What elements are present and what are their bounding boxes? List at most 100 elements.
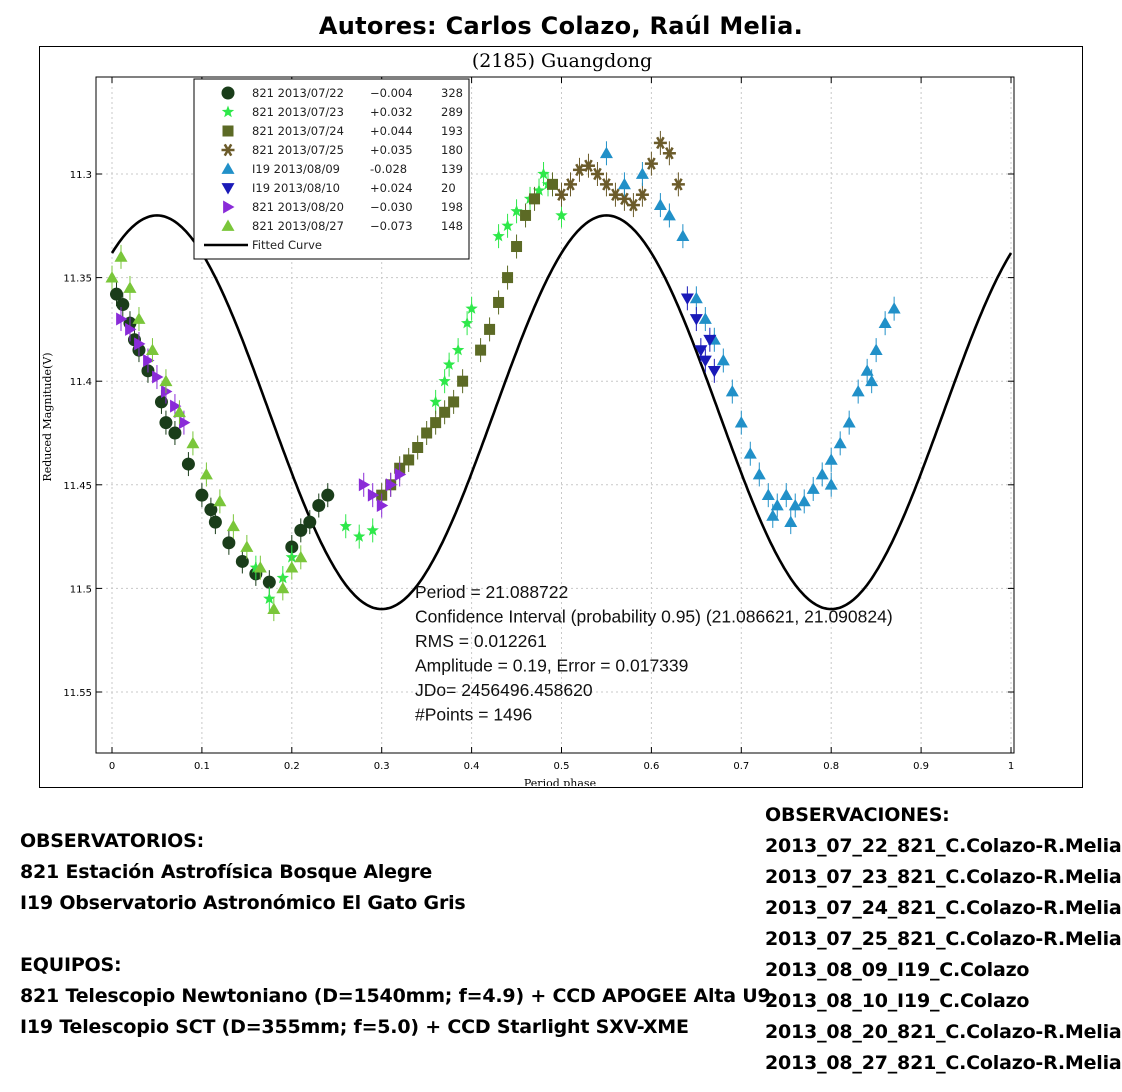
y-tick-label: 11.4 <box>70 377 92 388</box>
asterisk-stroke <box>647 157 656 170</box>
data-point <box>502 272 514 284</box>
data-point <box>824 478 838 490</box>
data-point <box>412 442 424 454</box>
data-point <box>179 416 191 430</box>
fit-annotation-line: #Points = 1496 <box>415 705 532 725</box>
observacion-item: 2013_08_27_821_C.Colazo-R.Melia <box>765 1052 1122 1074</box>
data-point <box>689 314 703 326</box>
data-point <box>563 178 577 191</box>
data-point <box>421 427 433 439</box>
data-point <box>222 536 236 550</box>
chart-title: (2185) Guangdong <box>472 50 652 72</box>
data-point <box>484 323 496 335</box>
fit-annotations: Period = 21.088722 Confidence Interval (p… <box>415 582 893 725</box>
asterisk-stroke <box>611 188 620 201</box>
data-point <box>662 147 676 160</box>
data-point <box>442 358 456 370</box>
legend-fit-label: Fitted Curve <box>252 238 322 252</box>
data-point <box>403 454 415 466</box>
plot-box <box>95 76 1015 754</box>
legend-offset: +0.035 <box>370 143 413 157</box>
y-tick-label: 11.5 <box>70 584 92 595</box>
data-point <box>134 337 146 351</box>
data-point <box>617 192 631 206</box>
legend-label: I19 2013/08/10 <box>252 181 340 195</box>
data-point <box>475 344 487 356</box>
data-point <box>429 395 442 408</box>
data-point <box>208 515 222 529</box>
asterisk-stroke <box>602 178 611 191</box>
data-point <box>394 467 407 481</box>
observacion-item: 2013_08_10_I19_C.Colazo <box>765 990 1030 1012</box>
legend-offset: −0.030 <box>370 200 413 214</box>
data-point <box>537 167 550 180</box>
data-point <box>186 436 200 449</box>
data-point <box>312 499 326 513</box>
observacion-item: 2013_07_23_821_C.Colazo-R.Melia <box>765 866 1122 888</box>
data-point <box>653 136 667 150</box>
data-point <box>170 399 182 413</box>
data-point <box>698 355 712 367</box>
data-point <box>448 396 460 408</box>
data-point <box>159 374 173 387</box>
fit-annotation-line: Confidence Interval (probability 0.95) (… <box>415 607 893 627</box>
asterisk-stroke <box>584 159 593 172</box>
equipos-title: EQUIPOS: <box>20 954 122 976</box>
observatorios-title: OBSERVATORIOS: <box>20 830 205 852</box>
series-6 <box>680 286 721 383</box>
data-point <box>226 519 240 532</box>
y-axis-label: Reduced Magnitude(V) <box>41 352 54 481</box>
fit-annotation-line: Amplitude = 0.19, Error = 0.017339 <box>415 656 688 676</box>
asterisk-stroke <box>566 178 575 191</box>
data-point <box>493 296 505 308</box>
data-point <box>703 334 717 347</box>
legend-offset: +0.044 <box>370 124 413 138</box>
x-tick-label: 1 <box>1008 761 1014 772</box>
grid <box>96 77 1014 753</box>
data-point <box>887 302 901 314</box>
data-point <box>860 364 874 376</box>
legend-marker <box>221 143 235 157</box>
data-point <box>262 575 276 589</box>
asterisk-stroke <box>593 167 602 181</box>
data-point <box>743 447 757 459</box>
data-point <box>451 343 465 356</box>
data-point <box>152 370 164 384</box>
data-point <box>116 312 128 326</box>
legend-label: 821 2013/07/22 <box>252 86 344 100</box>
observatories-equipment-block: OBSERVATORIOS: 821 Estación Astrofísica … <box>20 826 771 1043</box>
legend-marker <box>223 200 235 214</box>
data-point <box>766 509 780 521</box>
asterisk-stroke <box>656 136 665 150</box>
data-point <box>172 405 186 418</box>
data-point <box>676 229 690 242</box>
data-point <box>492 229 505 242</box>
data-point <box>752 467 766 480</box>
data-point <box>240 540 254 552</box>
fitted-curve <box>110 214 1013 611</box>
data-point <box>644 157 658 170</box>
legend-marker <box>221 162 235 174</box>
data-point <box>195 488 209 502</box>
data-point <box>132 312 146 324</box>
y-tick-label: 11.35 <box>63 274 92 285</box>
data-point <box>303 515 317 529</box>
data-point <box>865 374 879 387</box>
axes: 0 0.1 0.2 0.3 0.4 0.5 0.6 0.7 0.8 0.9 1 11.3 11.35 11… <box>63 76 1015 772</box>
data-point <box>353 530 366 542</box>
observatorio-item-821: 821 Estación Astrofísica Bosque Alegre <box>20 861 433 883</box>
data-point <box>520 209 532 221</box>
data-point <box>671 178 685 191</box>
data-point <box>707 365 721 378</box>
data-point <box>168 426 182 440</box>
legend-count: 180 <box>441 143 463 157</box>
asterisk-stroke <box>223 143 233 157</box>
observaciones-title: OBSERVACIONES: <box>765 804 950 826</box>
data-point <box>294 550 308 563</box>
legend-label: 821 2013/07/25 <box>252 143 344 157</box>
data-point <box>285 561 299 573</box>
data-point <box>599 178 613 191</box>
legend-offset: −0.073 <box>370 219 413 233</box>
legend-label: 821 2013/07/24 <box>252 124 344 138</box>
legend: 821 2013/07/22 −0.004 328 821 2013/07/23 +0.… <box>193 78 470 260</box>
